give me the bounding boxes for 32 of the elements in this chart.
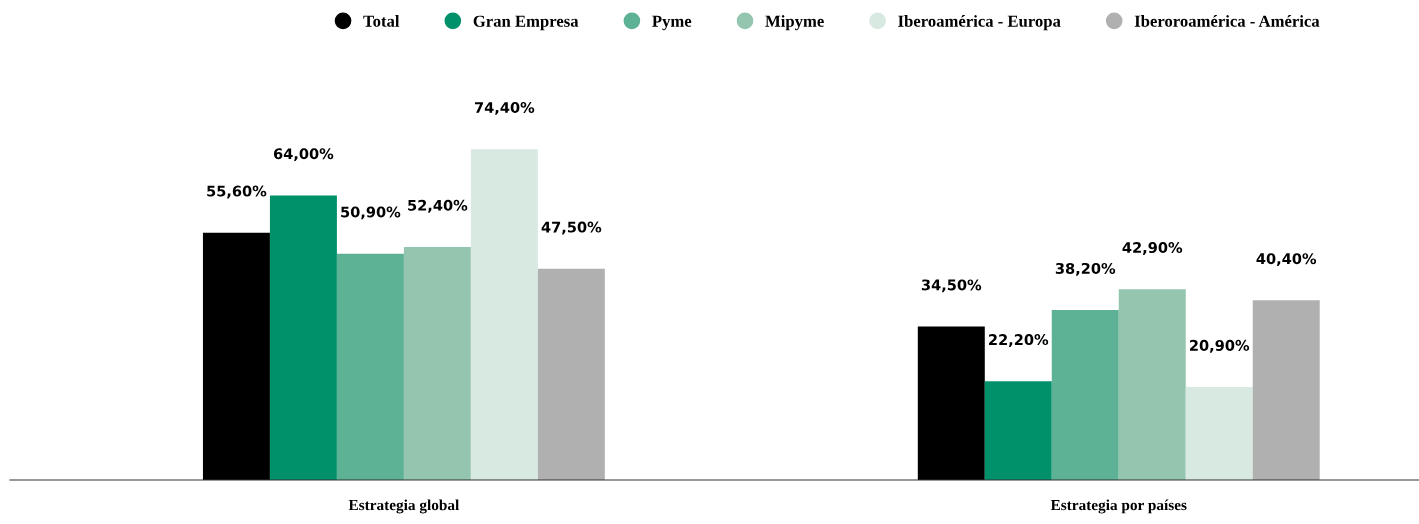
bar [403, 246, 471, 480]
bar [984, 381, 1052, 480]
legend-label: Pyme [652, 15, 692, 31]
legend-label: Mipyme [765, 15, 824, 31]
data-label: 20,90% [1190, 339, 1250, 353]
data-label: 74,40% [474, 101, 535, 115]
data-label: 22,20% [989, 334, 1049, 347]
bar [336, 253, 404, 480]
data-label: 52,40% [408, 199, 468, 213]
bar [917, 326, 985, 480]
bar [1252, 300, 1320, 480]
data-label: 34,50% [921, 279, 982, 293]
legend-label: Iberoroamérica - América [1134, 15, 1320, 27]
bar [1118, 289, 1186, 480]
data-label: 64,00% [273, 148, 334, 162]
bar [470, 149, 538, 480]
data-label: 40,40% [1256, 253, 1317, 267]
data-label: 50,90% [341, 206, 401, 220]
x-tick-label: Estrategia por países [1050, 499, 1187, 514]
data-label: 42,90% [1122, 242, 1183, 255]
data-label: 55,60% [207, 185, 267, 199]
bar [202, 232, 270, 480]
legend-label: Gran Empresa [473, 15, 579, 31]
bar [537, 268, 605, 480]
bar [1051, 310, 1119, 480]
legend-label: Iberoamérica - Europa [898, 15, 1061, 31]
bar [269, 195, 337, 480]
data-label: 47,50% [541, 221, 602, 235]
bar [1185, 387, 1253, 480]
legend-label: Total [363, 15, 400, 27]
x-tick-label: Estrategia global [348, 499, 460, 514]
data-label: 38,20% [1055, 262, 1116, 276]
